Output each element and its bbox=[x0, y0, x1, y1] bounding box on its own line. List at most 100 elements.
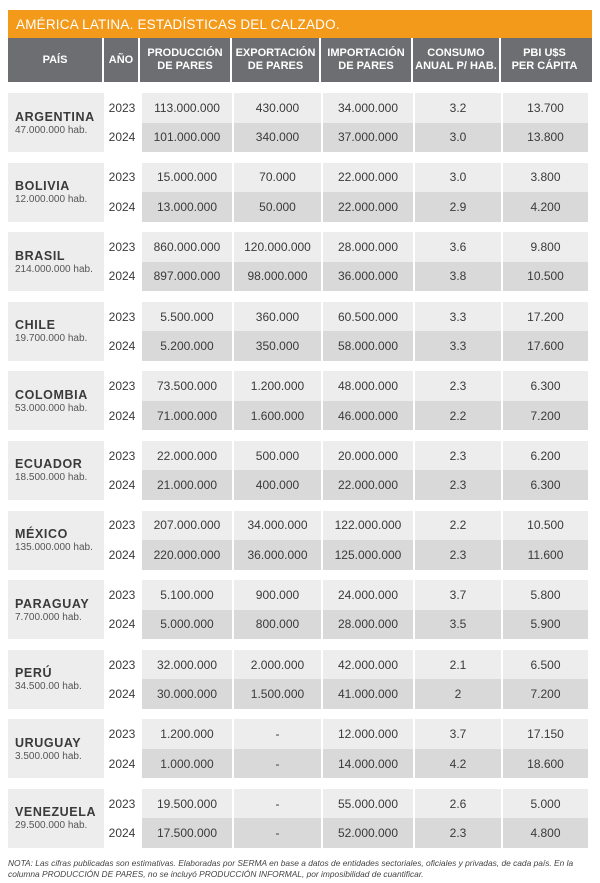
country-cell: ARGENTINA 47.000.000 hab. bbox=[8, 93, 104, 152]
cell-gdp: 5.900 bbox=[501, 609, 588, 640]
country-population: 12.000.000 hab. bbox=[15, 194, 88, 206]
cell-imports: 14.000.000 bbox=[321, 748, 413, 779]
cell-year: 2024 bbox=[104, 748, 140, 779]
cell-exports: 50.000 bbox=[232, 192, 321, 222]
cell-year: 2024 bbox=[104, 470, 140, 500]
country-group: URUGUAY 3.500.000 hab. 2023 1.200.000-12.00… bbox=[8, 719, 592, 779]
country-group: COLOMBIA 53.000.000 hab. 2023 73.500.000 1.2… bbox=[8, 371, 592, 431]
country-cell: BRASIL 214.000.000 hab. bbox=[8, 232, 104, 292]
cell-imports: 28.000.000 bbox=[321, 609, 413, 640]
cell-year: 2023 bbox=[104, 440, 140, 471]
cell-consumption: 4.2 bbox=[413, 748, 501, 779]
country-population: 29.500.000 hab. bbox=[15, 820, 88, 832]
cell-exports: - bbox=[232, 788, 321, 819]
cell-consumption: 2.9 bbox=[413, 192, 501, 222]
country-name: PARAGUAY bbox=[15, 596, 90, 611]
stats-page: AMÉRICA LATINA. ESTADÍSTICAS DEL CALZADO… bbox=[0, 10, 600, 883]
country-cell: MÉXICO 135.000.000 hab. bbox=[8, 510, 104, 570]
cell-consumption: 2.6 bbox=[413, 788, 501, 819]
cell-exports: 70.000 bbox=[232, 162, 321, 193]
cell-consumption: 3.3 bbox=[413, 331, 501, 361]
cell-consumption: 3.0 bbox=[413, 122, 501, 152]
cell-production: 19.500.000 bbox=[140, 788, 232, 819]
cell-exports: 36.000.000 bbox=[232, 540, 321, 570]
country-name: MÉXICO bbox=[15, 527, 68, 542]
cell-year: 2024 bbox=[104, 679, 140, 709]
cell-imports: 12.000.000 bbox=[321, 719, 413, 749]
cell-year: 2023 bbox=[104, 580, 140, 610]
cell-year: 2023 bbox=[104, 232, 140, 262]
country-name: COLOMBIA bbox=[15, 387, 88, 402]
cell-production: 73.500.000 bbox=[140, 371, 232, 401]
cell-production: 32.000.000 bbox=[140, 649, 232, 680]
cell-production: 207.000.000 bbox=[140, 510, 232, 541]
cell-imports: 46.000.000 bbox=[321, 400, 413, 431]
cell-imports: 125.000.000 bbox=[321, 540, 413, 570]
cell-production: 17.500.000 bbox=[140, 818, 232, 848]
header-gdp: PBI U$S PER CÁPITA bbox=[511, 47, 578, 72]
cell-gdp: 17.600 bbox=[501, 331, 588, 361]
country-cell: CHILE 19.700.000 hab. bbox=[8, 301, 104, 361]
cell-gdp: 6.300 bbox=[501, 371, 588, 401]
cell-gdp: 6.300 bbox=[501, 470, 588, 500]
cell-production: 5.200.000 bbox=[140, 331, 232, 361]
cell-gdp: 18.600 bbox=[501, 748, 588, 779]
cell-exports: - bbox=[232, 748, 321, 779]
cell-exports: 2.000.000 bbox=[232, 649, 321, 680]
country-cell: ECUADOR 18.500.000 hab. bbox=[8, 440, 104, 500]
country-cell: BOLIVIA 12.000.000 hab. bbox=[8, 162, 104, 222]
cell-year: 2023 bbox=[104, 93, 140, 123]
cell-imports: 37.000.000 bbox=[321, 122, 413, 152]
cell-exports: 340.000 bbox=[232, 122, 321, 152]
country-group: VENEZUELA 29.500.000 hab. 2023 19.500.000-5… bbox=[8, 788, 592, 848]
country-group: ECUADOR 18.500.000 hab. 2023 22.000.000 500.… bbox=[8, 440, 592, 500]
country-group: ARGENTINA 47.000.000 hab. 2023 113.000.000 4… bbox=[8, 93, 592, 152]
cell-production: 30.000.000 bbox=[140, 679, 232, 709]
cell-consumption: 3.7 bbox=[413, 719, 501, 749]
cell-production: 5.000.000 bbox=[140, 609, 232, 640]
cell-exports: 1.600.000 bbox=[232, 400, 321, 431]
country-name: CHILE bbox=[15, 318, 56, 333]
cell-gdp: 10.500 bbox=[501, 261, 588, 292]
cell-exports: 120.000.000 bbox=[232, 232, 321, 262]
cell-year: 2023 bbox=[104, 371, 140, 401]
country-group: BRASIL 214.000.000 hab. 2023 860.000.000 120… bbox=[8, 232, 592, 292]
country-group: PARAGUAY 7.700.000 hab. 2023 5.100.000 900.0… bbox=[8, 580, 592, 640]
cell-imports: 48.000.000 bbox=[321, 371, 413, 401]
country-cell: URUGUAY 3.500.000 hab. bbox=[8, 719, 104, 779]
cell-consumption: 2.1 bbox=[413, 649, 501, 680]
cell-imports: 34.000.000 bbox=[321, 93, 413, 123]
country-name: ARGENTINA bbox=[15, 109, 95, 124]
country-population: 19.700.000 hab. bbox=[15, 333, 88, 345]
country-name: BOLIVIA bbox=[15, 179, 70, 194]
cell-exports: 430.000 bbox=[232, 93, 321, 123]
country-population: 34.500.00 hab. bbox=[15, 681, 82, 693]
cell-imports: 60.500.000 bbox=[321, 301, 413, 332]
cell-exports: 400.000 bbox=[232, 470, 321, 500]
cell-imports: 52.000.000 bbox=[321, 818, 413, 848]
cell-exports: - bbox=[232, 719, 321, 749]
cell-production: 113.000.000 bbox=[140, 93, 232, 123]
cell-year: 2024 bbox=[104, 122, 140, 152]
cell-consumption: 3.6 bbox=[413, 232, 501, 262]
country-population: 3.500.000 hab. bbox=[15, 750, 82, 762]
country-group: PERÚ 34.500.00 hab. 2023 32.000.000 2.000.00… bbox=[8, 649, 592, 709]
cell-gdp: 4.800 bbox=[501, 818, 588, 848]
cell-gdp: 5.000 bbox=[501, 788, 588, 819]
country-name: PERÚ bbox=[15, 666, 53, 681]
cell-consumption: 2.2 bbox=[413, 400, 501, 431]
cell-year: 2023 bbox=[104, 301, 140, 332]
cell-imports: 20.000.000 bbox=[321, 440, 413, 471]
cell-gdp: 17.150 bbox=[501, 719, 588, 749]
cell-imports: 22.000.000 bbox=[321, 162, 413, 193]
header-production: PRODUCCIÓN DE PARES bbox=[140, 38, 232, 82]
cell-year: 2024 bbox=[104, 261, 140, 292]
cell-exports: 500.000 bbox=[232, 440, 321, 471]
cell-production: 1.000.000 bbox=[140, 748, 232, 779]
cell-year: 2023 bbox=[104, 162, 140, 193]
cell-exports: 1.200.000 bbox=[232, 371, 321, 401]
cell-imports: 122.000.000 bbox=[321, 510, 413, 541]
country-group: CHILE 19.700.000 hab. 2023 5.500.000 360.000… bbox=[8, 301, 592, 361]
country-group: BOLIVIA 12.000.000 hab. 2023 15.000.000 70.0… bbox=[8, 162, 592, 222]
cell-production: 220.000.000 bbox=[140, 540, 232, 570]
